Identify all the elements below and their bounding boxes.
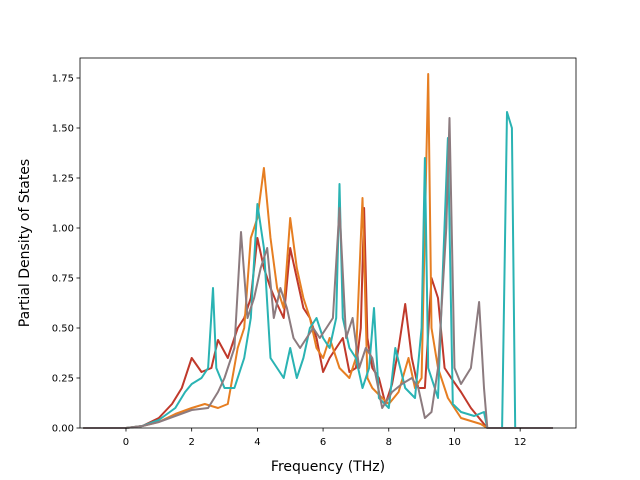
x-tick-label: 0 bbox=[123, 437, 129, 448]
x-tick-label: 6 bbox=[320, 437, 326, 448]
x-tick-label: 2 bbox=[188, 437, 194, 448]
x-axis-ticks: 0 2 4 6 8 10 12 bbox=[123, 428, 527, 448]
y-tick-label: 0.00 bbox=[52, 424, 74, 435]
y-axis-title: Partial Density of States bbox=[17, 159, 33, 327]
series-line-3 bbox=[83, 111, 553, 429]
y-tick-label: 0.25 bbox=[52, 374, 74, 385]
x-tick-label: 10 bbox=[448, 437, 461, 448]
series-layer bbox=[83, 73, 553, 429]
y-axis-ticks: 0.00 0.25 0.50 0.75 1.00 1.25 1.50 1.75 bbox=[52, 74, 80, 435]
y-tick-label: 1.50 bbox=[52, 124, 74, 135]
y-tick-label: 0.75 bbox=[52, 274, 74, 285]
x-tick-label: 8 bbox=[386, 437, 392, 448]
y-tick-label: 0.50 bbox=[52, 324, 74, 335]
series-line-2 bbox=[83, 73, 553, 429]
plot-frame bbox=[79, 57, 577, 429]
x-tick-label: 12 bbox=[514, 437, 527, 448]
x-axis-title: Frequency (THz) bbox=[271, 459, 385, 475]
y-tick-label: 1.75 bbox=[52, 74, 74, 85]
y-tick-label: 1.00 bbox=[52, 224, 74, 235]
x-tick-label: 4 bbox=[254, 437, 260, 448]
y-tick-label: 1.25 bbox=[52, 174, 74, 185]
series-line-4 bbox=[83, 117, 553, 429]
series-line-1 bbox=[83, 207, 553, 429]
